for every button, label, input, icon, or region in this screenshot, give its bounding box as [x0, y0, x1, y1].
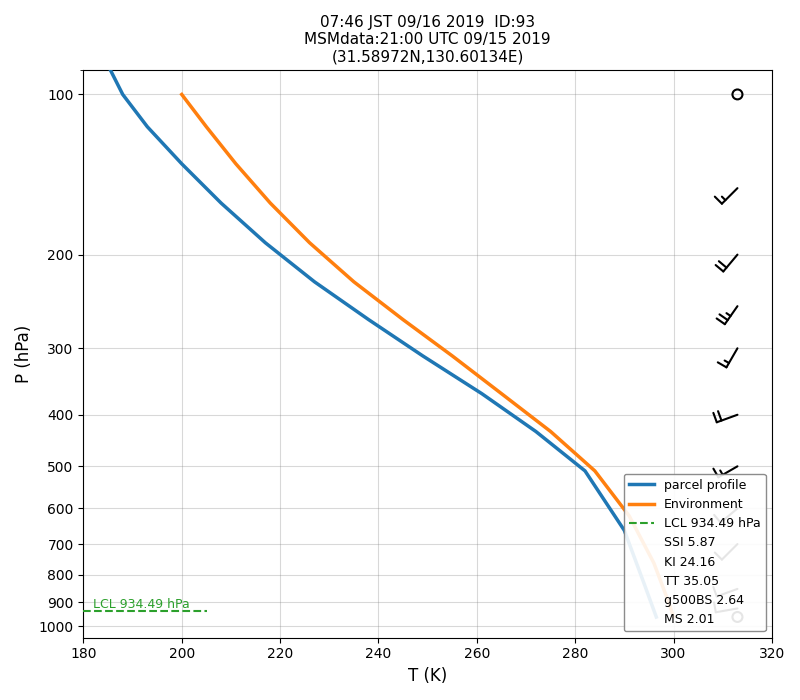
X-axis label: T (K): T (K) [408, 667, 447, 685]
Text: LCL 934.49 hPa: LCL 934.49 hPa [94, 598, 190, 611]
Legend: parcel profile, Environment, LCL 934.49 hPa, SSI 5.87, KI 24.16, TT 35.05, g500B: parcel profile, Environment, LCL 934.49 … [624, 474, 766, 631]
Y-axis label: P (hPa): P (hPa) [15, 325, 33, 383]
Title: 07:46 JST 09/16 2019  ID:93
MSMdata:21:00 UTC 09/15 2019
(31.58972N,130.60134E): 07:46 JST 09/16 2019 ID:93 MSMdata:21:00… [304, 15, 551, 65]
